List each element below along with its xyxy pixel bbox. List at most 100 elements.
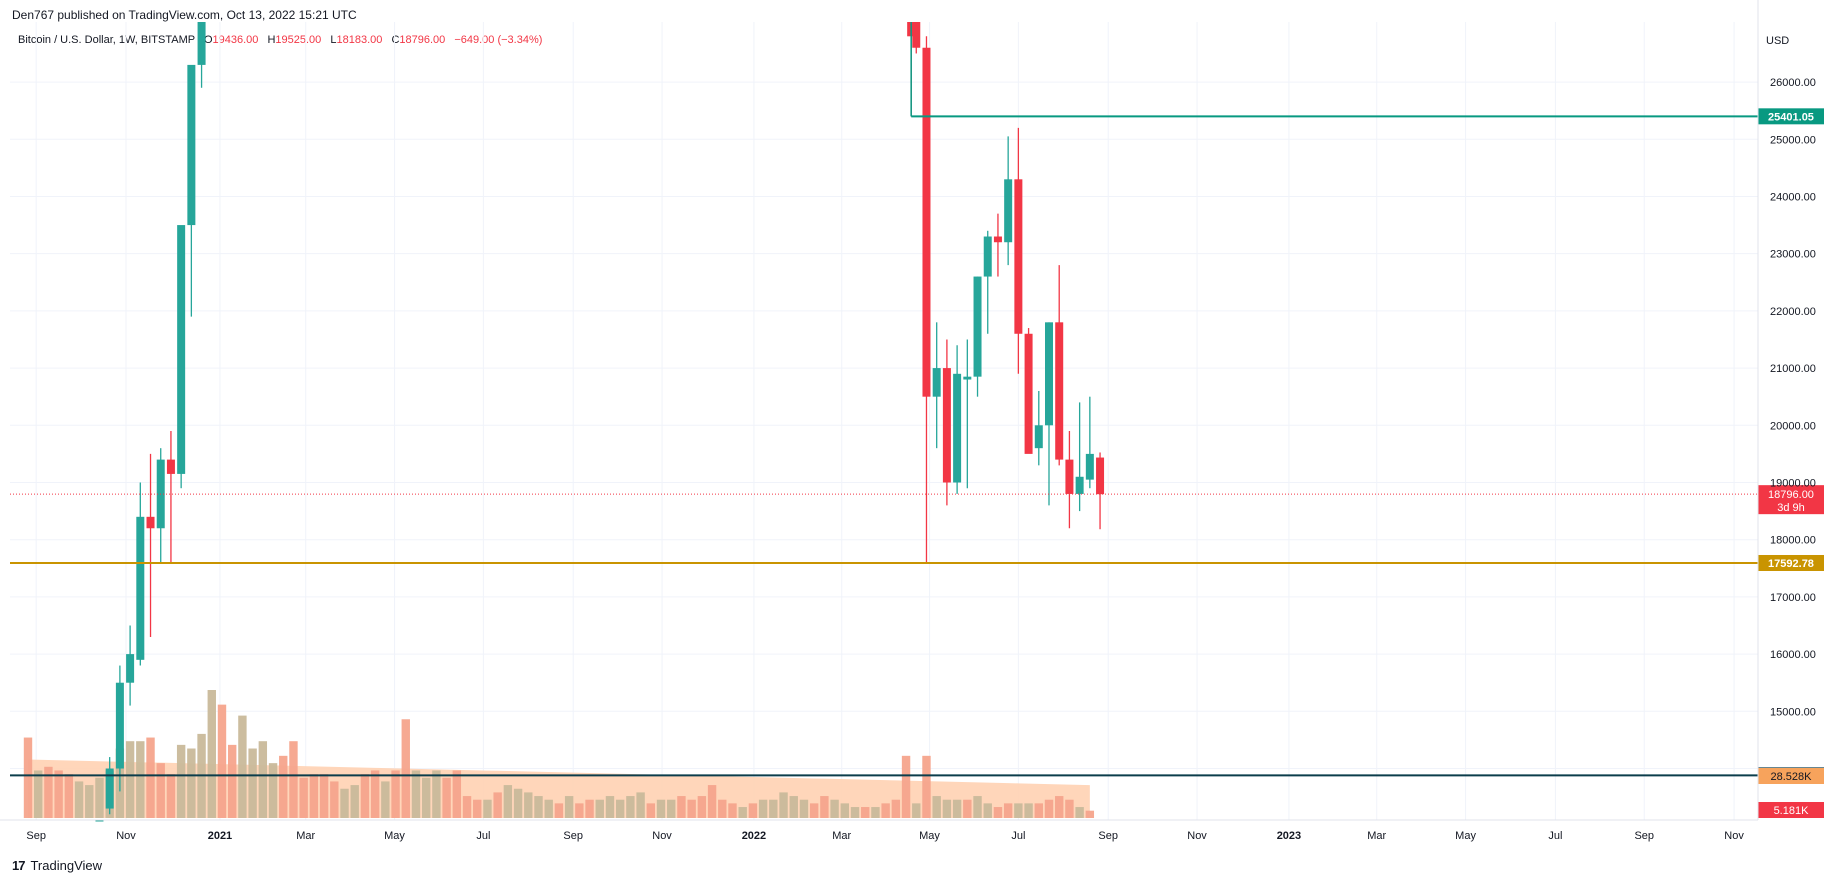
- volume-bar: [554, 803, 564, 818]
- volume-bar: [1085, 810, 1095, 818]
- volume-bar: [1044, 799, 1054, 818]
- volume-bar: [156, 763, 165, 818]
- candle-body: [197, 22, 206, 65]
- candle-body: [932, 368, 941, 397]
- volume-bar: [217, 704, 227, 818]
- volume-bar: [1065, 799, 1074, 818]
- volume-bar: [268, 763, 278, 818]
- x-tick-label: Nov: [652, 830, 672, 842]
- volume-bar: [1034, 803, 1043, 818]
- volume-bar: [677, 796, 686, 818]
- volume-bar: [758, 799, 768, 818]
- candle-body: [942, 368, 951, 483]
- volume-bar: [809, 803, 819, 818]
- volume-bar: [850, 807, 860, 818]
- x-tick-label: Jul: [476, 830, 490, 842]
- volume-bar: [769, 799, 778, 818]
- last-price-badge: [1758, 485, 1824, 515]
- candle-body: [993, 236, 1002, 243]
- volume-bar: [411, 770, 421, 818]
- level-badge: [1758, 554, 1824, 571]
- volume-bar: [483, 799, 492, 818]
- volume-bar: [462, 796, 472, 818]
- publisher-caption: Den767 published on TradingView.com, Oct…: [12, 8, 357, 22]
- volume-bar: [912, 803, 921, 818]
- candle-body: [1045, 322, 1053, 426]
- volume-bar: [656, 799, 666, 818]
- tradingview-brand: TradingView: [30, 858, 103, 873]
- x-tick-label: Mar: [832, 830, 851, 842]
- volume-bar: [952, 799, 962, 818]
- y-tick-label: 24000.00: [1770, 191, 1816, 203]
- low-label: L: [330, 34, 337, 46]
- candle-body: [187, 64, 196, 226]
- low-value: 18183.00: [336, 34, 383, 46]
- x-tick-label: Jul: [1011, 830, 1025, 842]
- candle-body: [136, 516, 145, 660]
- grid-lines: [10, 22, 1758, 820]
- currency-label: USD: [1766, 35, 1789, 47]
- volume-bar: [279, 755, 288, 818]
- volume-bar: [779, 792, 788, 818]
- change-value: −649.00 (−3.34%): [454, 34, 543, 46]
- candle-body: [983, 236, 992, 277]
- volume-bar: [248, 748, 257, 818]
- y-tick-label: 22000.00: [1770, 306, 1816, 318]
- volume-bar: [861, 807, 870, 818]
- volume-bar: [524, 792, 533, 818]
- time-axis: Sep Nov 2021 Mar May Jul Sep Nov 2022 Mar May Jul Se…: [0, 819, 1758, 842]
- volume-bar: [1055, 796, 1064, 818]
- volume-bar: [697, 796, 707, 818]
- volume-bar: [452, 770, 462, 818]
- volume-bar: [23, 737, 33, 818]
- x-tick-label: Mar: [296, 830, 315, 842]
- volume-bar: [503, 785, 513, 818]
- volume-bar: [54, 770, 63, 818]
- volume-bar: [891, 799, 901, 818]
- x-tick-label: Mar: [1367, 830, 1386, 842]
- candle-body: [166, 459, 175, 474]
- volume-bar: [34, 770, 43, 818]
- volume-bar: [370, 770, 380, 818]
- volume-bar: [636, 792, 645, 818]
- volume-bar: [575, 803, 584, 818]
- y-tick-label: 23000.00: [1770, 249, 1816, 261]
- volume-bar: [176, 744, 186, 818]
- volume-bars: [23, 690, 1095, 818]
- volume-bar: [932, 796, 941, 818]
- candle-body: [95, 820, 104, 822]
- volume-bar: [718, 799, 727, 818]
- volume-bar: [626, 796, 635, 818]
- tradingview-logo: 17: [12, 858, 26, 873]
- y-tick-label: 16000.00: [1770, 649, 1816, 661]
- candle-body: [1034, 425, 1043, 449]
- volume-bar: [544, 799, 553, 818]
- volume-bar: [728, 803, 737, 818]
- volume-bar: [125, 741, 135, 818]
- symbol-legend: Bitcoin / U.S. Dollar, 1W, BITSTAMP O194…: [18, 34, 542, 46]
- volume-label: 5.181K: [1774, 805, 1810, 817]
- x-tick-label: Jul: [1548, 830, 1562, 842]
- candle-body: [912, 22, 921, 48]
- last-price-label: 18796.00: [1768, 489, 1814, 501]
- y-tick-label: 17000.00: [1770, 592, 1816, 604]
- volume-bar: [748, 803, 758, 818]
- volume-bar: [820, 796, 829, 818]
- x-tick-label: May: [919, 830, 940, 842]
- volume-bar: [830, 799, 839, 818]
- volume-bar: [146, 737, 155, 818]
- volume-bar: [789, 796, 798, 818]
- volume-bar: [983, 803, 992, 818]
- x-tick-label: 2022: [742, 830, 766, 842]
- candle-body: [922, 47, 931, 397]
- volume-bar: [564, 796, 574, 818]
- volume-bar: [881, 803, 890, 818]
- level-label: 17592.78: [1768, 558, 1814, 570]
- volume-bar: [738, 807, 747, 818]
- volume-bar: [228, 744, 237, 818]
- candle-body: [1075, 476, 1084, 494]
- candle-body: [1085, 453, 1094, 480]
- high-value: 19525.00: [275, 34, 322, 46]
- x-tick-label: Nov: [116, 830, 136, 842]
